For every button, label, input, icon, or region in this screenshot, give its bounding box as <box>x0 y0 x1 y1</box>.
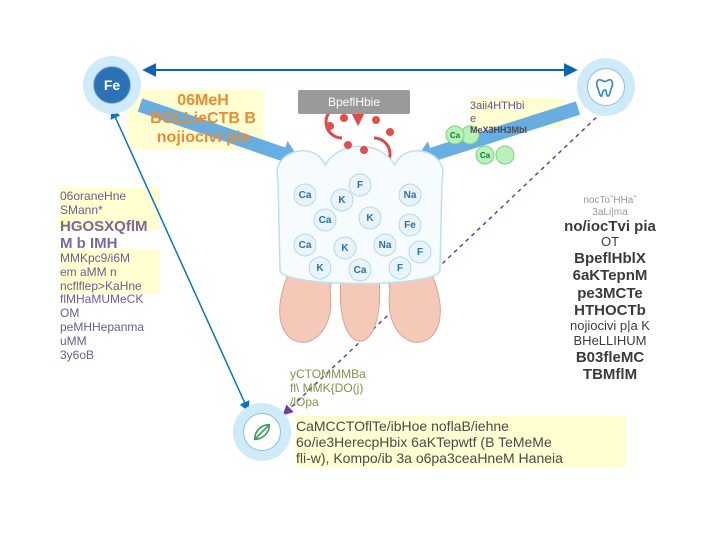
leaf-icon <box>251 421 273 443</box>
tooth-icon <box>595 76 617 98</box>
left-line: uMM <box>60 335 180 349</box>
svg-text:Ca: Ca <box>319 215 332 226</box>
svg-text:Na: Na <box>379 240 392 251</box>
node-inner: Fe <box>93 66 131 104</box>
bt-line: 6o/ie3HerecpHbix 6aKTepwtf (B TeMeMe <box>296 434 636 450</box>
left-line: peMHHepanma <box>60 321 180 335</box>
right-line: B03fleMC <box>545 349 675 366</box>
svg-text:Na: Na <box>404 190 417 201</box>
title-block: 06MeHBGLLieCTB Bnojiocivi pia <box>128 92 278 147</box>
germ-dot <box>372 116 380 124</box>
svg-text:Ca: Ca <box>354 265 367 276</box>
right-line: TBMflM <box>545 366 675 383</box>
germ-dot <box>326 122 334 130</box>
right-upper: 3aii4HTHbi e MeX3HH3Mbl <box>470 100 590 136</box>
svg-text:Ca: Ca <box>450 131 461 140</box>
left-line: MMKpc9/i6M <box>60 252 180 266</box>
svg-text:Ca: Ca <box>299 240 312 251</box>
svg-text:K: K <box>316 263 324 274</box>
bottom-text: CaMCCTOflTe/ibHoe noflaB/iehne6o/ie3Here… <box>296 418 636 466</box>
center-chip: BpeflHbie <box>298 90 410 114</box>
node-inner <box>587 68 625 106</box>
bottom-label: yCTOMMMBafl\ MMK{DO(j)/lOpa <box>290 368 410 409</box>
left-line: OM <box>60 307 180 321</box>
bt-line: CaMCCTOflTe/ibHoe noflaB/iehne <box>296 418 636 434</box>
bl-line: yCTOMMMBa <box>290 368 410 382</box>
germ-dot <box>340 114 348 122</box>
left-line: 06oraneHne <box>60 190 180 204</box>
right-line: HTHOCTb <box>545 302 675 319</box>
node-inner <box>243 413 281 451</box>
ru-line: e <box>470 113 590 126</box>
germ-dot <box>360 146 368 154</box>
right-line: nojiocivi p|a K <box>545 319 675 334</box>
bt-line: fli-w), Kompo/ib 3a o6pa3ceaHneM Haneia <box>296 450 636 466</box>
right-line: OT <box>545 235 675 250</box>
right-line: 3aLi|ma <box>545 207 675 219</box>
germ-dot <box>386 128 394 136</box>
right-line: no/iocTvi pia <box>545 218 675 235</box>
left-line: flMHaMUMeCK <box>60 293 180 307</box>
ru-line: MeX3HH3Mbl <box>470 125 590 135</box>
left-line: 3y6oB <box>60 349 180 363</box>
svg-text:K: K <box>341 243 349 254</box>
left-block: 06oraneHneSMann* HGOSXQflMM b IMHMMKpc9/… <box>60 190 180 362</box>
left-line: SMann* <box>60 204 180 218</box>
left-line: ncflflep>KaHne <box>60 280 180 294</box>
right-line: BHeLLIHUM <box>545 334 675 349</box>
svg-text:Ca: Ca <box>299 190 312 201</box>
germ-dot <box>344 141 352 149</box>
svg-text:K: K <box>338 195 346 206</box>
svg-text:F: F <box>417 247 423 258</box>
left-line: em aMM n <box>60 266 180 280</box>
title-l3: nojiocivi pia <box>128 129 278 147</box>
bl-line: /lOpa <box>290 396 410 410</box>
left-line: HGOSXQflM <box>60 218 180 235</box>
bl-line: fl\ MMK{DO(j) <box>290 382 410 396</box>
title-l1: 06MeH <box>128 92 278 110</box>
right-line: 6aKTepnM <box>545 267 675 284</box>
svg-text:F: F <box>397 263 403 274</box>
right-line: nocToˆHHaˆ <box>545 195 675 207</box>
svg-text:K: K <box>366 213 374 224</box>
svg-text:Ca: Ca <box>480 151 491 160</box>
right-block: nocToˆHHaˆ 3aLi|mano/iocTvi piaOTBpeflHb… <box>545 195 675 384</box>
node-outer <box>233 403 291 461</box>
ru-line: 3aii4HTHbi <box>470 100 590 113</box>
svg-text:Fe: Fe <box>404 220 416 231</box>
title-l2: BGLLieCTB B <box>128 110 278 128</box>
left-line: M b IMH <box>60 235 180 252</box>
right-line: BpeflHblX <box>545 250 675 267</box>
svg-text:F: F <box>357 180 363 191</box>
right-line: pe3MCTe <box>545 285 675 302</box>
